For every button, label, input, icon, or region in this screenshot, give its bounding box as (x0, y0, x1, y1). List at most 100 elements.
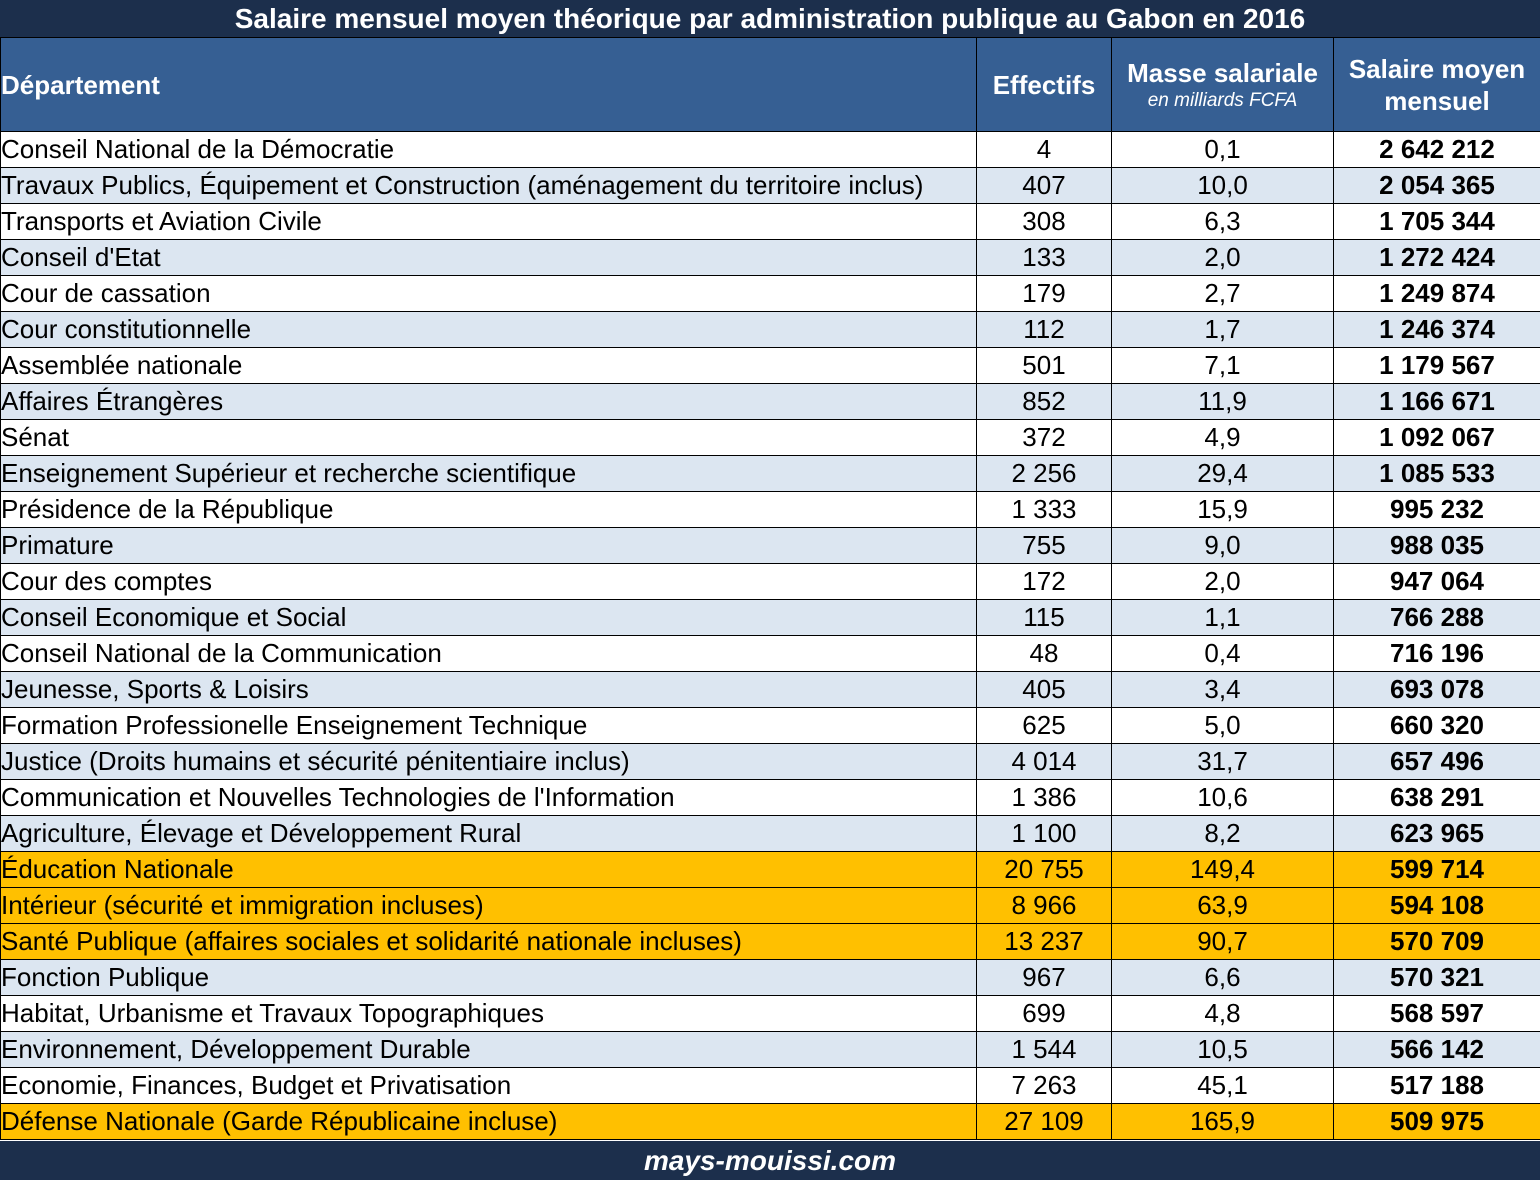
cell-masse-salariale: 1,7 (1111, 311, 1334, 348)
cell-departement: Conseil d'Etat (0, 239, 977, 276)
table-row: Agriculture, Élevage et Développement Ru… (0, 815, 1540, 852)
cell-departement: Assemblée nationale (0, 347, 977, 384)
cell-effectifs: 1 333 (976, 491, 1112, 528)
cell-effectifs: 48 (976, 635, 1112, 672)
cell-masse-salariale: 1,1 (1111, 599, 1334, 636)
cell-effectifs: 133 (976, 239, 1112, 276)
cell-salaire-moyen: 566 142 (1333, 1031, 1540, 1068)
cell-effectifs: 8 966 (976, 887, 1112, 924)
table-row: Intérieur (sécurité et immigration inclu… (0, 887, 1540, 924)
cell-departement: Conseil National de la Démocratie (0, 131, 977, 168)
cell-salaire-moyen: 766 288 (1333, 599, 1540, 636)
cell-departement: Habitat, Urbanisme et Travaux Topographi… (0, 995, 977, 1032)
header-masse-salariale: Masse salariale en milliards FCFA (1111, 37, 1334, 132)
cell-salaire-moyen: 716 196 (1333, 635, 1540, 672)
cell-departement: Cour des comptes (0, 563, 977, 600)
cell-masse-salariale: 63,9 (1111, 887, 1334, 924)
cell-effectifs: 4 014 (976, 743, 1112, 780)
cell-masse-salariale: 4,8 (1111, 995, 1334, 1032)
cell-masse-salariale: 165,9 (1111, 1103, 1334, 1140)
cell-masse-salariale: 149,4 (1111, 851, 1334, 888)
cell-salaire-moyen: 947 064 (1333, 563, 1540, 600)
cell-masse-salariale: 9,0 (1111, 527, 1334, 564)
cell-effectifs: 115 (976, 599, 1112, 636)
table-row: Cour constitutionnelle 112 1,7 1 246 374 (0, 311, 1540, 348)
cell-effectifs: 1 100 (976, 815, 1112, 852)
cell-salaire-moyen: 660 320 (1333, 707, 1540, 744)
cell-departement: Environnement, Développement Durable (0, 1031, 977, 1068)
source-footer: mays-mouissi.com (0, 1141, 1540, 1180)
cell-departement: Sénat (0, 419, 977, 456)
cell-masse-salariale: 4,9 (1111, 419, 1334, 456)
table-row: Conseil National de la Communication 48 0,… (0, 635, 1540, 672)
cell-effectifs: 407 (976, 167, 1112, 204)
table-row: Cour des comptes 172 2,0 947 064 (0, 563, 1540, 600)
cell-masse-salariale: 0,4 (1111, 635, 1334, 672)
cell-salaire-moyen: 2 642 212 (1333, 131, 1540, 168)
cell-effectifs: 172 (976, 563, 1112, 600)
header-salaire-line2: mensuel (1384, 85, 1490, 116)
cell-effectifs: 852 (976, 383, 1112, 420)
cell-masse-salariale: 7,1 (1111, 347, 1334, 384)
cell-departement: Jeunesse, Sports & Loisirs (0, 671, 977, 708)
cell-departement: Cour de cassation (0, 275, 977, 312)
header-masse-label: Masse salariale (1127, 57, 1318, 88)
salary-table: Département Effectifs Masse salariale en… (0, 37, 1540, 1140)
cell-departement: Présidence de la République (0, 491, 977, 528)
cell-departement: Conseil National de la Communication (0, 635, 977, 672)
cell-departement: Enseignement Supérieur et recherche scie… (0, 455, 977, 492)
cell-effectifs: 4 (976, 131, 1112, 168)
cell-salaire-moyen: 1 246 374 (1333, 311, 1540, 348)
cell-salaire-moyen: 623 965 (1333, 815, 1540, 852)
cell-salaire-moyen: 1 179 567 (1333, 347, 1540, 384)
table-row: Habitat, Urbanisme et Travaux Topographi… (0, 995, 1540, 1032)
cell-departement: Intérieur (sécurité et immigration inclu… (0, 887, 977, 924)
cell-salaire-moyen: 1 705 344 (1333, 203, 1540, 240)
header-departement: Département (0, 37, 977, 132)
header-masse-unit: en milliards FCFA (1147, 89, 1298, 111)
cell-effectifs: 967 (976, 959, 1112, 996)
cell-masse-salariale: 15,9 (1111, 491, 1334, 528)
cell-salaire-moyen: 638 291 (1333, 779, 1540, 816)
cell-salaire-moyen: 1 166 671 (1333, 383, 1540, 420)
header-salaire-line1: Salaire moyen (1348, 53, 1526, 84)
cell-salaire-moyen: 1 092 067 (1333, 419, 1540, 456)
cell-effectifs: 308 (976, 203, 1112, 240)
header-effectifs: Effectifs (976, 37, 1112, 132)
cell-masse-salariale: 10,5 (1111, 1031, 1334, 1068)
table-row: Enseignement Supérieur et recherche scie… (0, 455, 1540, 492)
cell-salaire-moyen: 594 108 (1333, 887, 1540, 924)
cell-effectifs: 7 263 (976, 1067, 1112, 1104)
cell-salaire-moyen: 1 085 533 (1333, 455, 1540, 492)
cell-departement: Communication et Nouvelles Technologies … (0, 779, 977, 816)
cell-departement: Conseil Economique et Social (0, 599, 977, 636)
table-row: Formation Professionelle Enseignement Te… (0, 707, 1540, 744)
table-row: Conseil National de la Démocratie 4 0,1 2 6… (0, 131, 1540, 168)
cell-salaire-moyen: 693 078 (1333, 671, 1540, 708)
table-row: Jeunesse, Sports & Loisirs 405 3,4 693 078 (0, 671, 1540, 708)
cell-masse-salariale: 90,7 (1111, 923, 1334, 960)
cell-salaire-moyen: 509 975 (1333, 1103, 1540, 1140)
cell-salaire-moyen: 568 597 (1333, 995, 1540, 1032)
cell-effectifs: 20 755 (976, 851, 1112, 888)
cell-salaire-moyen: 1 249 874 (1333, 275, 1540, 312)
cell-departement: Cour constitutionnelle (0, 311, 977, 348)
cell-departement: Transports et Aviation Civile (0, 203, 977, 240)
cell-masse-salariale: 2,7 (1111, 275, 1334, 312)
cell-masse-salariale: 11,9 (1111, 383, 1334, 420)
cell-salaire-moyen: 599 714 (1333, 851, 1540, 888)
table-row: Primature 755 9,0 988 035 (0, 527, 1540, 564)
cell-masse-salariale: 6,3 (1111, 203, 1334, 240)
table-row: Conseil d'Etat 133 2,0 1 272 424 (0, 239, 1540, 276)
cell-departement: Éducation Nationale (0, 851, 977, 888)
cell-departement: Justice (Droits humains et sécurité péni… (0, 743, 977, 780)
table-row: Éducation Nationale 20 755 149,4 599 714 (0, 851, 1540, 888)
cell-departement: Primature (0, 527, 977, 564)
cell-effectifs: 755 (976, 527, 1112, 564)
table-body: Conseil National de la Démocratie 4 0,1 2 6… (0, 131, 1540, 1140)
cell-effectifs: 405 (976, 671, 1112, 708)
table-row: Santé Publique (affaires sociales et sol… (0, 923, 1540, 960)
cell-effectifs: 1 544 (976, 1031, 1112, 1068)
table-row: Communication et Nouvelles Technologies … (0, 779, 1540, 816)
table-row: Fonction Publique 967 6,6 570 321 (0, 959, 1540, 996)
